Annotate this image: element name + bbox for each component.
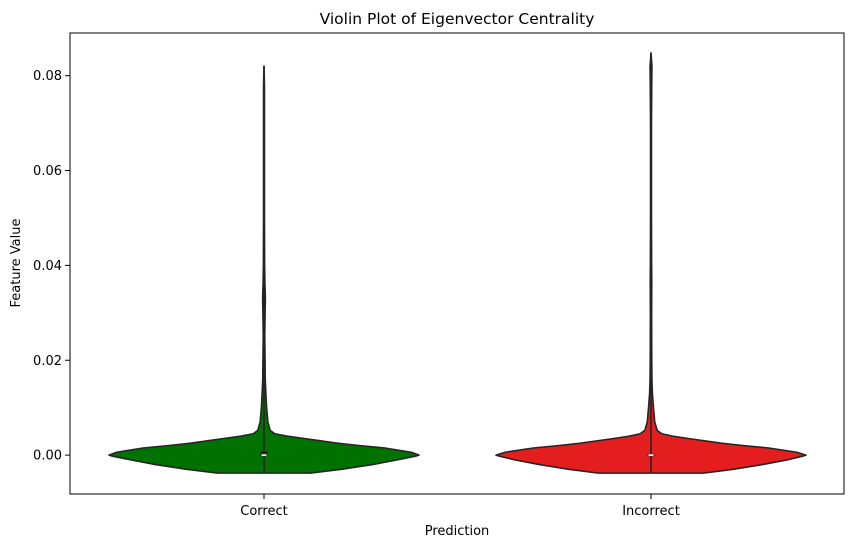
y-tick-label: 0.04 [33, 259, 62, 274]
chart-title: Violin Plot of Eigenvector Centrality [320, 10, 595, 28]
x-axis: Correct Incorrect [240, 494, 680, 519]
y-tick-label: 0.06 [33, 164, 62, 179]
x-tick-label: Correct [240, 504, 287, 519]
y-axis: 0.00 0.02 0.04 0.06 0.08 [33, 69, 70, 464]
violins-layer [108, 52, 807, 474]
x-tick-label: Incorrect [622, 504, 680, 519]
violin-iqr-box [260, 451, 268, 457]
y-tick-label: 0.00 [33, 449, 62, 464]
y-axis-label: Feature Value [9, 219, 24, 308]
violin-correct [108, 65, 420, 474]
violin-incorrect [495, 52, 807, 474]
y-tick-label: 0.08 [33, 69, 62, 84]
plot-frame [69, 32, 845, 495]
x-axis-label: Prediction [425, 524, 490, 539]
y-tick-label: 0.02 [33, 354, 62, 369]
